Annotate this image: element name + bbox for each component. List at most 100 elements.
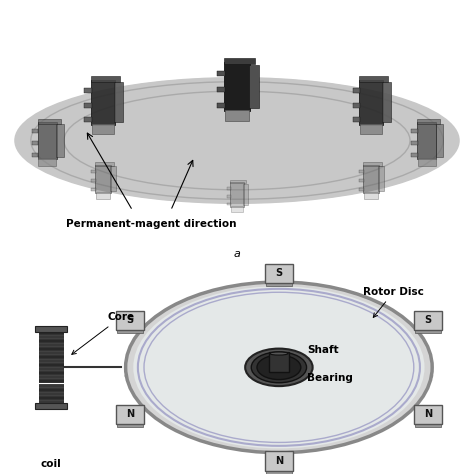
Ellipse shape bbox=[65, 91, 409, 190]
FancyBboxPatch shape bbox=[35, 326, 67, 332]
FancyBboxPatch shape bbox=[84, 88, 92, 93]
Text: Permanent-magent direction: Permanent-magent direction bbox=[66, 219, 237, 229]
FancyBboxPatch shape bbox=[359, 80, 383, 125]
Ellipse shape bbox=[81, 96, 393, 185]
Ellipse shape bbox=[26, 81, 448, 201]
FancyBboxPatch shape bbox=[32, 141, 38, 145]
Ellipse shape bbox=[48, 87, 426, 194]
FancyBboxPatch shape bbox=[230, 182, 244, 207]
FancyBboxPatch shape bbox=[224, 58, 255, 64]
Ellipse shape bbox=[257, 355, 301, 380]
FancyBboxPatch shape bbox=[231, 206, 243, 212]
FancyBboxPatch shape bbox=[95, 162, 114, 166]
Ellipse shape bbox=[270, 352, 288, 355]
FancyBboxPatch shape bbox=[414, 329, 441, 333]
FancyBboxPatch shape bbox=[265, 264, 293, 283]
Ellipse shape bbox=[50, 87, 424, 194]
FancyBboxPatch shape bbox=[418, 158, 436, 166]
Text: Bearing: Bearing bbox=[307, 373, 353, 383]
Ellipse shape bbox=[133, 286, 425, 448]
FancyBboxPatch shape bbox=[359, 188, 365, 191]
Ellipse shape bbox=[75, 94, 399, 187]
FancyBboxPatch shape bbox=[95, 165, 110, 192]
Ellipse shape bbox=[64, 91, 410, 190]
Ellipse shape bbox=[25, 80, 449, 201]
FancyBboxPatch shape bbox=[32, 129, 38, 133]
Text: a: a bbox=[234, 248, 240, 258]
FancyBboxPatch shape bbox=[116, 311, 144, 330]
FancyBboxPatch shape bbox=[227, 187, 231, 190]
Text: N: N bbox=[275, 456, 283, 466]
FancyBboxPatch shape bbox=[92, 124, 114, 134]
FancyBboxPatch shape bbox=[84, 103, 92, 108]
FancyBboxPatch shape bbox=[116, 405, 144, 424]
FancyBboxPatch shape bbox=[37, 119, 61, 124]
FancyBboxPatch shape bbox=[38, 158, 56, 166]
FancyBboxPatch shape bbox=[382, 82, 391, 122]
Ellipse shape bbox=[67, 92, 407, 189]
FancyBboxPatch shape bbox=[414, 405, 442, 424]
Ellipse shape bbox=[77, 95, 397, 186]
Ellipse shape bbox=[69, 92, 405, 189]
Ellipse shape bbox=[52, 88, 422, 193]
FancyBboxPatch shape bbox=[32, 153, 38, 157]
FancyBboxPatch shape bbox=[265, 470, 292, 474]
Ellipse shape bbox=[21, 79, 453, 202]
FancyBboxPatch shape bbox=[91, 179, 96, 182]
FancyBboxPatch shape bbox=[243, 183, 248, 206]
FancyBboxPatch shape bbox=[360, 124, 382, 134]
FancyBboxPatch shape bbox=[35, 403, 67, 409]
FancyBboxPatch shape bbox=[269, 352, 289, 373]
Ellipse shape bbox=[43, 85, 431, 196]
Ellipse shape bbox=[60, 90, 414, 191]
FancyBboxPatch shape bbox=[417, 122, 437, 159]
Ellipse shape bbox=[79, 95, 395, 185]
FancyBboxPatch shape bbox=[411, 153, 418, 157]
FancyBboxPatch shape bbox=[217, 87, 225, 92]
FancyBboxPatch shape bbox=[378, 166, 384, 191]
Ellipse shape bbox=[23, 80, 451, 201]
Ellipse shape bbox=[57, 89, 417, 192]
Ellipse shape bbox=[31, 82, 443, 199]
Ellipse shape bbox=[18, 78, 456, 203]
Ellipse shape bbox=[72, 93, 402, 188]
Text: S: S bbox=[275, 268, 283, 279]
FancyBboxPatch shape bbox=[359, 76, 388, 82]
Text: Shaft: Shaft bbox=[307, 345, 338, 356]
Ellipse shape bbox=[33, 82, 441, 199]
FancyBboxPatch shape bbox=[91, 170, 96, 173]
FancyBboxPatch shape bbox=[91, 80, 115, 125]
Ellipse shape bbox=[70, 93, 404, 188]
FancyBboxPatch shape bbox=[56, 124, 64, 157]
Ellipse shape bbox=[74, 94, 400, 187]
Ellipse shape bbox=[29, 82, 445, 200]
FancyBboxPatch shape bbox=[364, 165, 379, 192]
Text: N: N bbox=[424, 409, 432, 419]
Text: Core: Core bbox=[72, 312, 134, 355]
FancyBboxPatch shape bbox=[411, 141, 418, 145]
Text: Rotor Disc: Rotor Disc bbox=[363, 287, 424, 318]
Ellipse shape bbox=[245, 348, 313, 386]
FancyBboxPatch shape bbox=[411, 129, 418, 133]
Ellipse shape bbox=[19, 79, 455, 202]
FancyBboxPatch shape bbox=[117, 423, 143, 427]
FancyBboxPatch shape bbox=[364, 192, 378, 199]
FancyBboxPatch shape bbox=[224, 63, 250, 110]
FancyBboxPatch shape bbox=[265, 283, 292, 286]
FancyBboxPatch shape bbox=[91, 188, 96, 191]
Text: coil: coil bbox=[41, 459, 62, 469]
FancyBboxPatch shape bbox=[417, 119, 440, 124]
Ellipse shape bbox=[126, 363, 432, 389]
Text: N: N bbox=[126, 409, 134, 419]
FancyBboxPatch shape bbox=[84, 118, 92, 122]
Text: S: S bbox=[424, 315, 431, 326]
FancyBboxPatch shape bbox=[217, 103, 225, 108]
FancyBboxPatch shape bbox=[359, 170, 365, 173]
Ellipse shape bbox=[38, 84, 436, 197]
FancyBboxPatch shape bbox=[227, 195, 231, 198]
FancyBboxPatch shape bbox=[414, 423, 441, 427]
FancyBboxPatch shape bbox=[225, 110, 249, 121]
Ellipse shape bbox=[46, 86, 428, 195]
Ellipse shape bbox=[16, 77, 458, 203]
FancyBboxPatch shape bbox=[227, 202, 231, 206]
